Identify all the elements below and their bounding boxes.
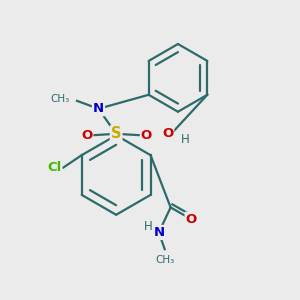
Text: CH₃: CH₃ (155, 254, 174, 265)
Text: N: N (153, 226, 164, 239)
Text: O: O (81, 129, 92, 142)
Text: O: O (162, 127, 173, 140)
Text: S: S (111, 126, 122, 141)
Text: O: O (186, 213, 197, 226)
Text: H: H (181, 133, 190, 146)
Text: N: N (93, 102, 104, 115)
Text: O: O (141, 129, 152, 142)
Text: CH₃: CH₃ (50, 94, 70, 104)
Text: Cl: Cl (47, 161, 62, 174)
Text: H: H (144, 220, 153, 233)
